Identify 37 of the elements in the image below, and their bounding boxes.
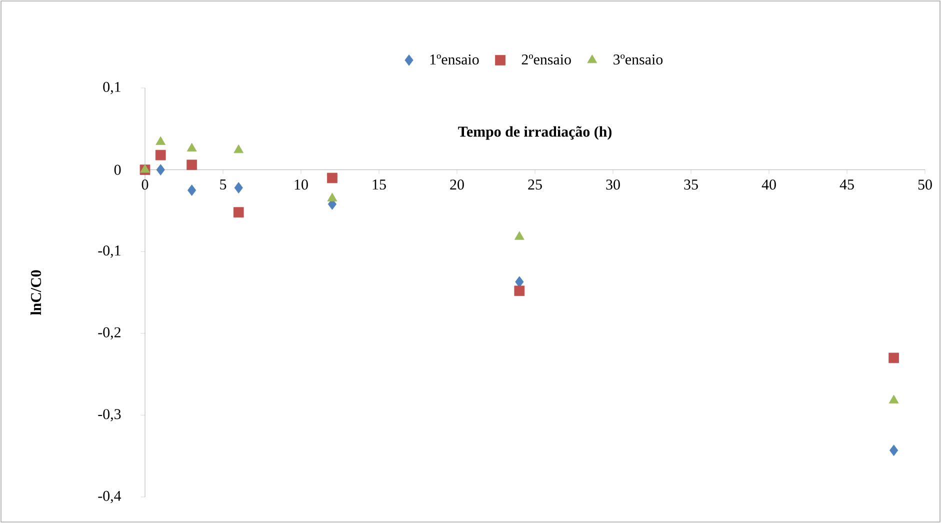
x-tick-label: 20 [450,180,464,190]
x-tick-label: 5 [220,180,226,190]
point [156,136,166,145]
point [327,172,338,184]
y-tick-label: -0,1 [98,245,120,258]
point [888,352,899,364]
point [233,207,244,218]
x-tick-label: 35 [684,180,698,190]
x-tick-label: 25 [528,180,542,190]
point [156,164,165,176]
legend-label: 1ºensaio [430,54,479,65]
x-tick-label: 10 [294,180,308,190]
y-tick-label: 0 [114,164,121,175]
point [327,192,338,202]
legend-label: 3ºensaio [614,54,663,65]
x-axis-title: Tempo de irradiação (h) [458,126,612,140]
x-tick-label: 45 [840,180,854,190]
point [186,160,197,170]
y-tick-label: 0,1 [103,82,120,94]
point [234,182,243,194]
point [889,444,898,456]
x-tick-label: 15 [372,180,386,190]
legend-label: 2ºensaio [522,54,571,65]
point [514,286,525,296]
y-axis-title: lnC/C0 [30,270,42,316]
point [155,150,166,160]
x-tick-label: 0 [142,180,148,190]
point [514,231,524,240]
point [234,144,244,154]
point [186,142,197,152]
x-tick-label: 30 [606,180,620,190]
y-tick-label: -0,4 [98,490,122,504]
y-tick-label: -0,2 [98,327,120,340]
point [188,184,196,196]
x-tick-label: 50 [918,180,932,190]
y-tick-label: -0,3 [98,409,121,422]
x-tick-label: 40 [762,180,776,190]
